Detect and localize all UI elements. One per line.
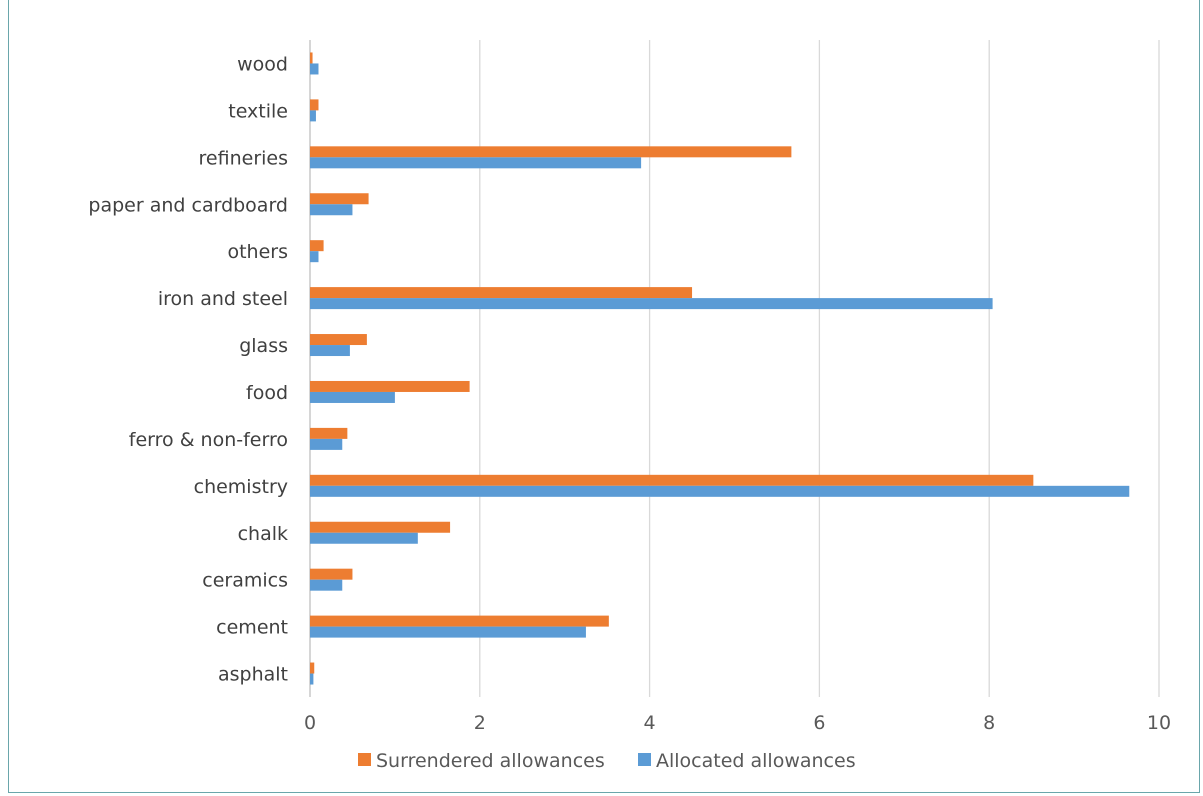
category-labels: asphalt cement ceramics chalk chemistry ferro… [88, 53, 288, 685]
bar-allocated [310, 298, 993, 310]
x-tick-label: 4 [644, 712, 656, 734]
x-tick-labels: 0 2 4 6 8 10 [304, 712, 1171, 734]
bar-allocated [310, 204, 353, 216]
legend-swatch-surrendered [358, 753, 371, 766]
category-label: others [227, 241, 288, 263]
category-label: iron and steel [158, 288, 288, 310]
bar-allocated [310, 110, 316, 122]
bar-allocated [310, 626, 586, 638]
bar-allocated [310, 673, 314, 685]
legend-label-allocated: Allocated allowances [656, 750, 856, 772]
bar-surrendered [310, 287, 693, 299]
category-label: chemistry [194, 476, 288, 498]
legend-swatch-allocated [638, 753, 651, 766]
x-tick-label: 6 [813, 712, 825, 734]
bar-surrendered [310, 99, 319, 111]
bar-allocated [310, 391, 395, 403]
bar-surrendered [310, 427, 348, 439]
x-tick-label: 8 [983, 712, 995, 734]
bar-surrendered [310, 240, 324, 252]
category-label: ferro & non-ferro [129, 429, 288, 451]
bar-surrendered [310, 568, 353, 580]
x-tick-label: 0 [304, 712, 316, 734]
gridlines [309, 40, 1160, 697]
bar-surrendered [310, 334, 367, 346]
bar-surrendered [310, 380, 470, 392]
bars [310, 52, 1130, 685]
category-label: food [246, 382, 288, 404]
x-tick-label: 10 [1147, 712, 1171, 734]
category-label: asphalt [218, 664, 288, 686]
bar-surrendered [310, 521, 451, 533]
category-label: paper and cardboard [88, 194, 288, 216]
bar-allocated [310, 438, 343, 450]
bar-allocated [310, 485, 1130, 497]
category-label: ceramics [202, 570, 288, 592]
category-label: refineries [199, 147, 288, 169]
bar-surrendered [310, 146, 792, 158]
bar-allocated [310, 345, 350, 357]
bar-surrendered [310, 52, 313, 64]
x-tick-label: 2 [474, 712, 486, 734]
bar-allocated [310, 63, 319, 75]
bar-allocated [310, 251, 319, 263]
category-label: cement [216, 617, 288, 639]
bar-allocated [310, 157, 642, 169]
category-label: wood [237, 53, 288, 75]
bar-surrendered [310, 662, 315, 674]
bar-allocated [310, 532, 418, 544]
bar-surrendered [310, 615, 609, 627]
category-label: chalk [238, 523, 288, 545]
legend: Surrendered allowances Allocated allowan… [358, 750, 856, 772]
category-label: glass [239, 335, 288, 357]
category-label: textile [228, 100, 288, 122]
legend-label-surrendered: Surrendered allowances [376, 750, 605, 772]
bar-surrendered [310, 474, 1034, 486]
bar-surrendered [310, 193, 369, 205]
chart-frame [8, 0, 1200, 793]
bar-allocated [310, 579, 343, 591]
